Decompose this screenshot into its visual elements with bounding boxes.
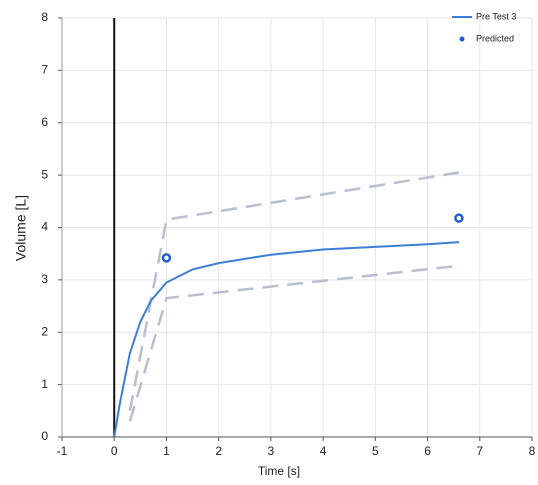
x-tick-label: 1 [163, 444, 170, 458]
y-tick-label: 7 [41, 63, 48, 77]
x-tick-label: 7 [476, 444, 483, 458]
legend-label: Pre Test 3 [476, 11, 516, 21]
y-tick-label: 5 [41, 167, 48, 181]
x-axis-label: Time [s] [258, 464, 300, 478]
data-line [113, 241, 459, 438]
x-tick-label: 3 [268, 444, 275, 458]
y-axis-label: Volume [L] [13, 195, 29, 261]
data-point [161, 253, 172, 263]
x-tick-label: 2 [215, 444, 222, 458]
x-tick-label: -1 [57, 444, 68, 458]
y-tick-label: 8 [41, 10, 48, 24]
y-tick-label: 2 [41, 324, 48, 338]
x-tick-label: 8 [529, 444, 536, 458]
x-tick-label: 6 [424, 444, 431, 458]
legend-swatch [459, 36, 465, 42]
y-tick-label: 0 [41, 429, 48, 443]
y-tick-label: 3 [41, 272, 48, 286]
y-tick-label: 6 [41, 115, 48, 129]
y-tick-label: 4 [41, 220, 48, 234]
x-tick-label: 0 [111, 444, 118, 458]
x-tick-label: 4 [320, 444, 327, 458]
x-tick-label: 5 [372, 444, 379, 458]
legend-label: Predicted [476, 33, 514, 43]
limit-line [128, 171, 460, 412]
y-tick-label: 1 [41, 377, 48, 391]
data-point [454, 213, 464, 223]
limit-line [128, 264, 460, 422]
